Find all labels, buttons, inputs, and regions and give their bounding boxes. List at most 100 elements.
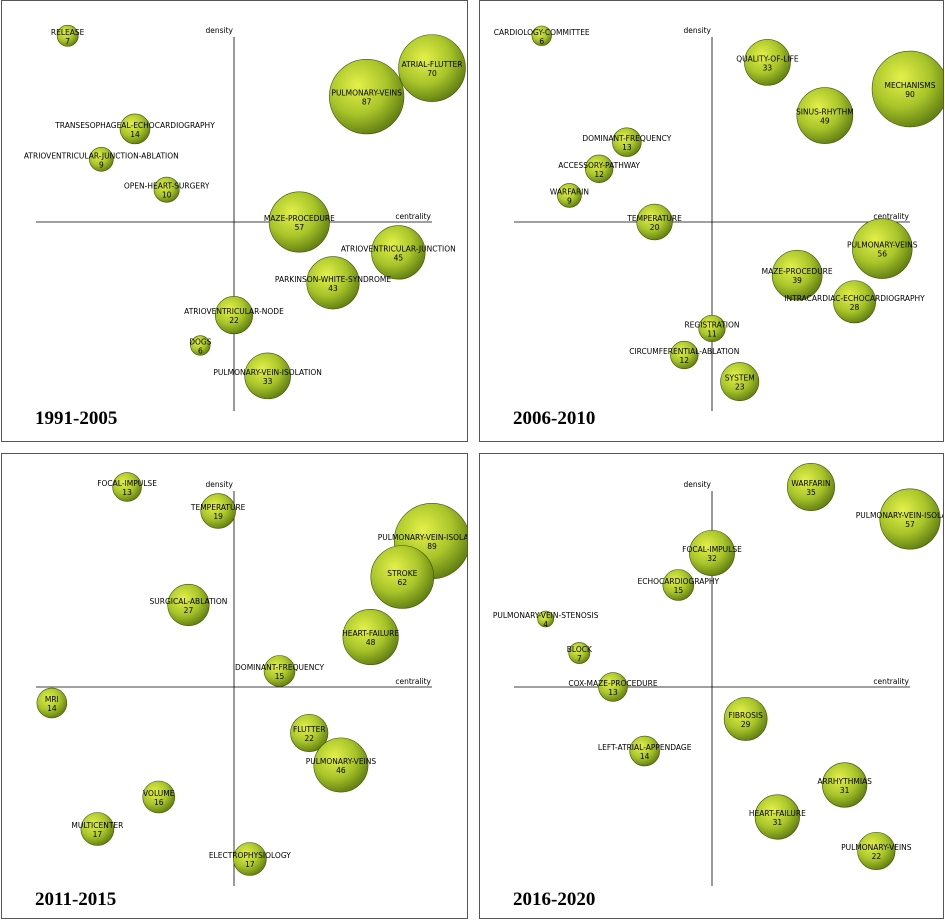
bubble-circle [833, 280, 877, 324]
theme-label: HEART-FAILURE [342, 629, 399, 638]
period-title: 2011-2015 [35, 889, 116, 910]
centrality-axis-label: centrality [395, 212, 431, 221]
bubble-circle [167, 583, 210, 627]
bubble-circle [142, 780, 176, 814]
theme-bubble-pulmonary-vein-isolation: PULMONARY-VEIN-ISOLATION57 [856, 488, 943, 550]
bubble-circle [233, 842, 267, 876]
theme-value: 45 [394, 253, 404, 262]
theme-label: REGISTRATION [684, 320, 739, 329]
bubble-circle [852, 218, 913, 279]
theme-value: 31 [840, 786, 850, 795]
theme-value: 31 [773, 818, 783, 827]
bubble-circle [720, 362, 760, 402]
theme-label: FOCAL-IMPULSE [682, 545, 742, 554]
density-axis-label: density [684, 26, 712, 35]
theme-value: 16 [154, 798, 164, 807]
theme-label: ATRIAL-FLUTTER [401, 60, 462, 69]
bubble-circle [153, 176, 180, 203]
theme-value: 9 [99, 160, 104, 169]
theme-value: 6 [539, 37, 544, 46]
bubble-circle [80, 812, 115, 846]
theme-value: 13 [622, 143, 632, 152]
theme-label: MECHANISMS [884, 81, 935, 90]
theme-label: SINUS-RHYTHM [796, 108, 854, 117]
theme-value: 6 [198, 347, 203, 356]
bubble-circle [698, 314, 726, 342]
bubble-circle [56, 24, 79, 47]
theme-value: 35 [806, 488, 816, 497]
bubble-circle [342, 608, 399, 666]
bubble-circle [629, 735, 660, 767]
theme-value: 7 [577, 654, 582, 663]
theme-label: MAZE-PROCEDURE [264, 214, 335, 223]
bubble-circle [754, 794, 800, 840]
centrality-axis-label: centrality [873, 677, 909, 686]
theme-value: 70 [427, 69, 437, 78]
theme-value: 49 [820, 117, 830, 126]
theme-value: 57 [295, 223, 305, 232]
theme-value: 33 [263, 377, 273, 386]
theme-label: MULTICENTER [71, 821, 123, 830]
theme-label: MRI [45, 695, 59, 704]
bubble-circle [787, 463, 835, 511]
bubble-circle [306, 256, 360, 310]
theme-label: PULMONARY-VEIN-STENOSIS [493, 611, 599, 620]
theme-label: QUALITY-OF-LIFE [736, 54, 799, 63]
bubble-circle [329, 58, 405, 135]
theme-value: 22 [304, 734, 314, 743]
theme-value: 22 [872, 852, 882, 861]
theme-value: 15 [275, 672, 285, 681]
theme-value: 27 [184, 606, 194, 615]
theme-label: ATRIOVENTRICULAR-JUNCTION-ABLATION [24, 151, 179, 160]
bubble-circle [871, 50, 943, 128]
theme-value: 87 [362, 98, 372, 107]
theme-value: 7 [65, 37, 70, 46]
theme-label: CARDIOLOGY-COMMITTEE [494, 28, 590, 37]
bubble-circle [568, 642, 591, 664]
theme-label: DOGS [189, 338, 211, 347]
theme-label: INTRACARDIAC-ECHOCARDIOGRAPHY [784, 294, 925, 303]
theme-value: 29 [741, 720, 751, 729]
theme-value: 4 [543, 620, 548, 629]
bubble-circle [200, 493, 236, 529]
period-title: 2006-2010 [513, 408, 595, 429]
theme-label: ELECTROPHYSIOLOGY [209, 851, 291, 860]
bubble-circle [112, 472, 142, 502]
theme-label: HEART-FAILURE [749, 809, 806, 818]
strategic-diagram-2016-2020: density centrality WARFARIN 35 PULMONARY-VEI… [479, 453, 944, 919]
theme-value: 33 [763, 63, 773, 72]
theme-value: 22 [229, 316, 239, 325]
theme-value: 48 [366, 638, 376, 647]
theme-label: FIBROSIS [728, 711, 763, 720]
bubble-circle [268, 191, 330, 253]
theme-value: 62 [398, 578, 408, 587]
theme-label: FLUTTER [293, 725, 326, 734]
bubble-circle [744, 39, 791, 86]
